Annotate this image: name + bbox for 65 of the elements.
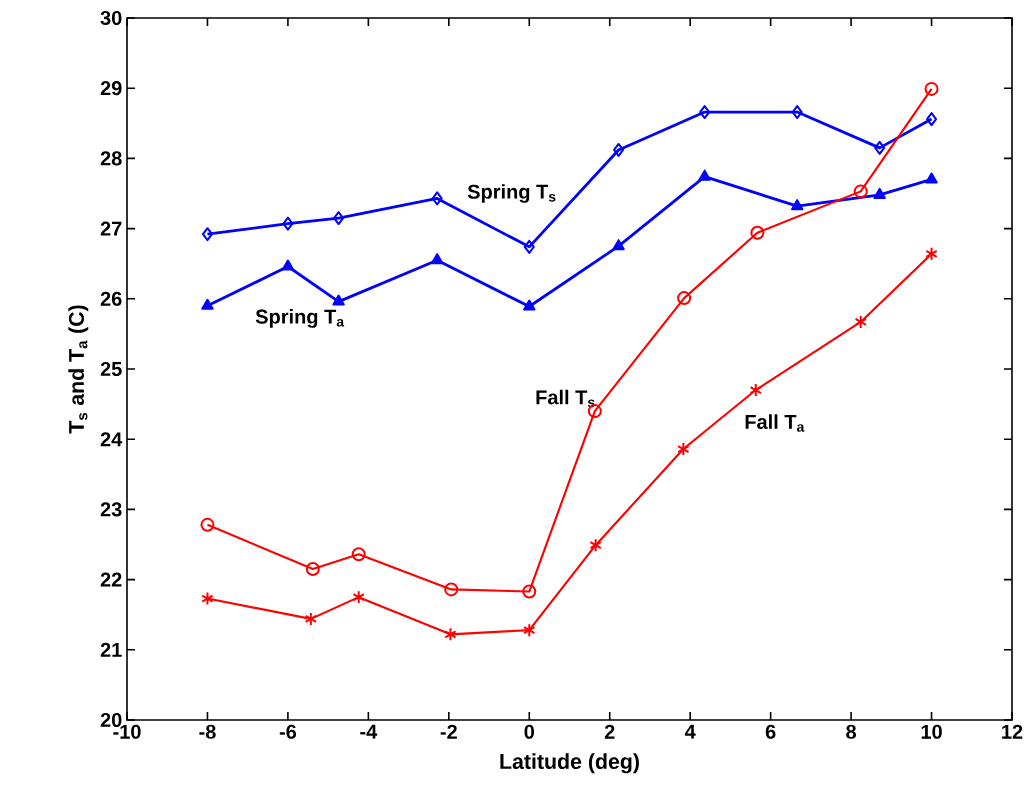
x-tick-label: -8 (199, 724, 216, 739)
point (352, 590, 365, 605)
y-tick-label: 22 (100, 572, 122, 587)
y-tick-label: 23 (100, 502, 122, 517)
point (854, 314, 867, 329)
point (749, 383, 762, 398)
point (523, 239, 535, 254)
point (677, 442, 690, 457)
x-tick-label: 4 (684, 724, 696, 739)
point (589, 538, 602, 553)
y-axis-title: T$_{s}$ and T$_{a}$ (C) (68, 305, 89, 434)
point (444, 582, 459, 597)
point (523, 299, 536, 311)
point (523, 623, 536, 638)
point (926, 112, 938, 127)
point (613, 142, 625, 157)
series-label: Fall T$_{a}$ (745, 414, 805, 432)
point (925, 246, 938, 261)
point (791, 105, 803, 120)
y-tick-label: 24 (100, 432, 123, 447)
y-tick-label: 30 (100, 10, 122, 26)
series-label: Spring T$_{s}$ (467, 184, 556, 203)
y-tick-label: 26 (100, 291, 122, 306)
point (790, 199, 804, 211)
point (305, 562, 320, 577)
y-tick-label: 29 (100, 81, 122, 96)
series-label: Spring T$_{a}$ (255, 309, 345, 328)
x-tick-label: 10 (921, 724, 942, 739)
y-tick-label: 27 (100, 221, 122, 236)
x-tick-label: 2 (604, 724, 615, 739)
x-tick-label: 8 (846, 724, 857, 739)
x-tick-label: -6 (279, 724, 297, 739)
point (853, 184, 868, 199)
point (201, 227, 213, 242)
point (924, 81, 939, 96)
point (925, 172, 938, 184)
point (304, 611, 318, 626)
point (333, 211, 345, 226)
point (281, 259, 295, 271)
point (612, 239, 625, 251)
x-tick-label: 0 (524, 724, 534, 739)
y-tick-label: 25 (100, 361, 122, 377)
point (874, 140, 886, 155)
point (699, 105, 711, 120)
point (431, 191, 443, 206)
point (444, 627, 457, 642)
y-tick-label: 21 (100, 642, 122, 657)
point (332, 294, 345, 306)
x-tick-label: 6 (765, 724, 776, 739)
point (282, 216, 294, 231)
x-tick-label: -2 (440, 724, 457, 739)
point (698, 169, 711, 181)
x-tick-label: -4 (360, 724, 378, 739)
point (522, 584, 537, 599)
point (873, 187, 886, 199)
point (750, 225, 765, 240)
point (351, 547, 366, 562)
point (201, 298, 214, 310)
point (200, 517, 215, 532)
point (677, 291, 692, 306)
x-tick-label: 12 (1002, 724, 1023, 739)
point (430, 253, 444, 265)
y-tick-label: 28 (100, 151, 122, 166)
x-axis-title: Latitude (deg) (500, 753, 639, 774)
point (201, 591, 214, 606)
